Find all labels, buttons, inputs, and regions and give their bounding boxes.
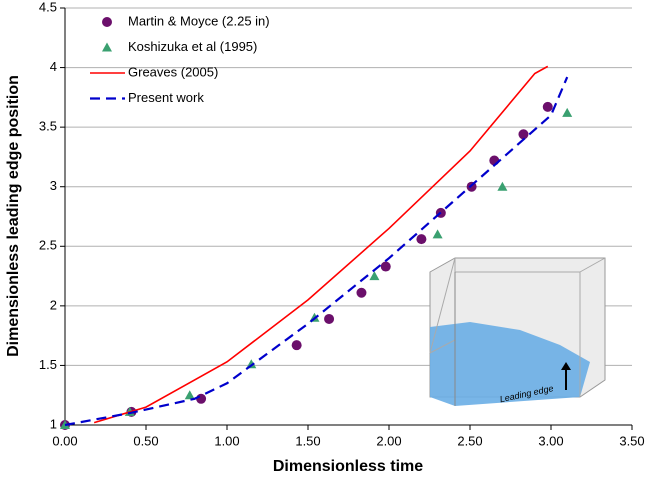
x-tick-label: 2.50 [457, 433, 482, 448]
y-tick-label: 3.5 [39, 119, 57, 134]
point [432, 229, 443, 239]
point [542, 101, 553, 112]
legend-label: Koshizuka et al (1995) [128, 39, 257, 54]
legend-label: Martin & Moyce (2.25 in) [128, 13, 270, 28]
y-tick-label: 4 [50, 59, 57, 74]
y-tick-label: 3 [50, 178, 57, 193]
point [562, 107, 573, 117]
y-axis-title: Dimensionless leading edge position [5, 75, 22, 357]
point [416, 234, 427, 245]
y-tick-label: 4.5 [39, 0, 57, 14]
point [380, 261, 391, 272]
x-tick-label: 1.00 [214, 433, 239, 448]
point [356, 287, 367, 298]
x-tick-label: 1.50 [295, 433, 320, 448]
legend-label: Present work [128, 90, 204, 105]
point [324, 313, 335, 324]
point [369, 271, 380, 281]
inset-image: Leading edge [429, 257, 606, 406]
x-tick-label: 3.50 [619, 433, 644, 448]
point [497, 181, 508, 191]
grid [65, 7, 632, 366]
y-tick-label: 2 [50, 297, 57, 312]
legend-swatch [102, 42, 112, 52]
y-tick-label: 1 [50, 416, 57, 431]
series-line [64, 76, 569, 427]
y-tick-label: 1.5 [39, 357, 57, 372]
x-tick-label: 0.00 [52, 433, 77, 448]
point [184, 390, 195, 400]
point [291, 340, 302, 351]
x-tick-label: 0.50 [133, 433, 158, 448]
y-tick-label: 2.5 [39, 238, 57, 253]
x-tick-label: 2.00 [376, 433, 401, 448]
legend-swatch [102, 17, 112, 27]
point [518, 129, 529, 140]
x-axis-title: Dimensionless time [273, 458, 423, 475]
point [196, 393, 207, 404]
series-line [93, 65, 549, 424]
x-tick-label: 3.00 [538, 433, 563, 448]
legend-label: Greaves (2005) [128, 64, 218, 79]
